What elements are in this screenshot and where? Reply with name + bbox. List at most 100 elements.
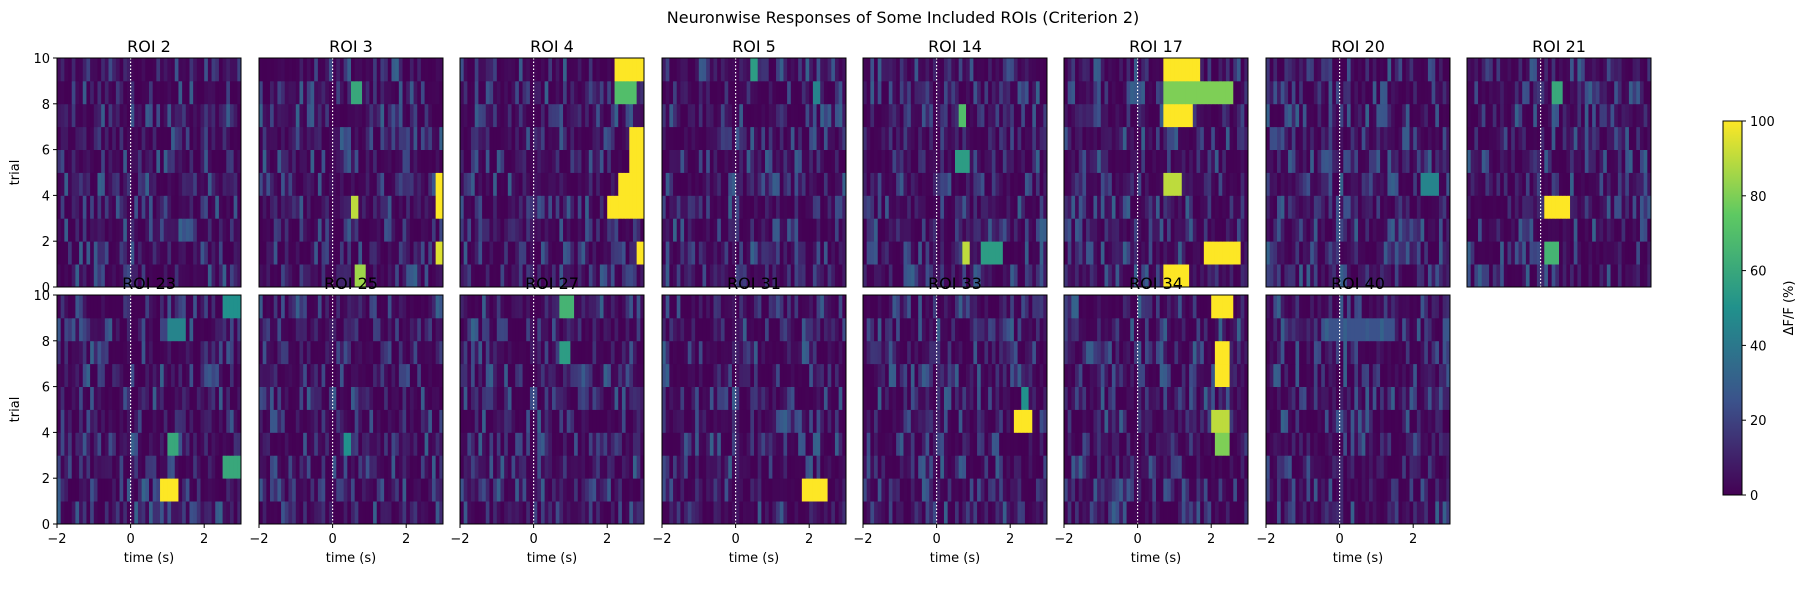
heatmap-cell: [570, 80, 575, 105]
heatmap-cell: [369, 386, 374, 410]
heatmap-cell: [226, 80, 231, 105]
heatmap-cell: [215, 363, 220, 387]
heatmap-cell: [222, 218, 227, 242]
heatmap-cell: [827, 218, 832, 242]
heatmap-cell: [380, 149, 385, 173]
heatmap-cell: [943, 195, 949, 219]
x-axis-label: time (s): [124, 551, 174, 566]
heatmap-cell: [507, 103, 512, 128]
heatmap-cell: [406, 195, 411, 219]
heatmap-cell: [413, 363, 418, 387]
heatmap-cell: [1544, 195, 1549, 219]
heatmap-cell: [1365, 126, 1370, 150]
heatmap-cell: [625, 195, 630, 219]
heatmap-cell: [925, 126, 930, 150]
heatmap-cell: [827, 126, 832, 150]
heatmap-cell: [1544, 264, 1549, 288]
heatmap-cell: [695, 126, 700, 150]
heatmap-cell: [1141, 218, 1146, 242]
heatmap-cell: [460, 241, 465, 265]
heatmap-cell: [680, 126, 685, 150]
heatmap-cell: [1427, 149, 1432, 173]
heatmap-cell: [262, 317, 267, 342]
heatmap-cell: [137, 58, 143, 82]
heatmap-cell: [820, 241, 825, 265]
heatmap-cell: [1416, 241, 1421, 265]
heatmap-cell: [610, 149, 615, 173]
heatmap-cell: [1438, 103, 1444, 128]
heatmap-cell: [295, 126, 300, 150]
heatmap-cell: [380, 241, 385, 265]
heatmap-cell: [402, 58, 407, 82]
heatmap-cell: [1174, 103, 1179, 128]
heatmap-cell: [1192, 103, 1197, 128]
heatmap-cell: [130, 58, 135, 82]
heatmap-cell: [999, 218, 1004, 242]
heatmap-cell: [816, 126, 821, 150]
heatmap-cell: [474, 80, 479, 105]
heatmap-cell: [317, 172, 322, 196]
heatmap-cell: [1229, 58, 1234, 82]
heatmap-cell: [126, 409, 131, 433]
heatmap-cell: [1119, 80, 1124, 105]
heatmap-cell: [798, 149, 803, 173]
heatmap-cell: [629, 218, 634, 242]
heatmap-cell: [1606, 58, 1611, 82]
heatmap-cell: [354, 264, 359, 288]
heatmap-cell: [1398, 58, 1403, 82]
heatmap-cell: [130, 172, 135, 196]
heatmap-cell: [1625, 218, 1630, 242]
heatmap-cell: [314, 340, 319, 365]
heatmap-cell: [665, 103, 670, 128]
heatmap-cell: [1089, 172, 1094, 196]
heatmap-cell: [809, 218, 814, 242]
heatmap-cell: [1039, 264, 1044, 288]
heatmap-cell: [1288, 195, 1293, 219]
heatmap-cell: [1420, 172, 1425, 196]
heatmap-cell: [193, 340, 198, 365]
heatmap-cell: [1273, 195, 1278, 219]
heatmap-cell: [1295, 241, 1300, 265]
heatmap-cell: [126, 126, 131, 150]
heatmap-cell: [750, 80, 755, 105]
heatmap-cell: [1346, 172, 1352, 196]
heatmap-cell: [460, 149, 465, 173]
heatmap-cell: [1595, 218, 1600, 242]
heatmap-cell: [229, 264, 235, 288]
heatmap-cell: [119, 58, 124, 82]
heatmap-cell: [137, 340, 143, 365]
heatmap-cell: [174, 386, 179, 410]
heatmap-cell: [1427, 80, 1432, 105]
heatmap-cell: [801, 103, 806, 128]
heatmap-cell: [518, 241, 523, 265]
heatmap-cell: [174, 195, 179, 219]
heatmap-cell: [362, 340, 367, 365]
heatmap-cell: [1189, 126, 1194, 150]
heatmap-cell: [284, 386, 289, 410]
heatmap-cell: [1170, 80, 1175, 105]
heatmap-cell: [720, 149, 725, 173]
heatmap-cell: [1017, 195, 1022, 219]
heatmap-cell: [1017, 241, 1022, 265]
heatmap-cell: [60, 478, 65, 502]
heatmap-cell: [270, 58, 275, 82]
heatmap-cell: [910, 195, 915, 219]
heatmap-cell: [735, 149, 740, 173]
heatmap-cell: [621, 172, 626, 196]
heatmap-cell: [1614, 103, 1619, 128]
heatmap-cell: [698, 103, 703, 128]
heatmap-cell: [373, 149, 378, 173]
heatmap-cell: [724, 241, 729, 265]
heatmap-cell: [1144, 172, 1150, 196]
heatmap-cell: [1028, 149, 1033, 173]
heatmap-cell: [1636, 195, 1641, 219]
heatmap-cell: [776, 172, 781, 196]
heatmap-cell: [317, 363, 322, 387]
heatmap-cell: [204, 317, 209, 342]
heatmap-cell: [485, 103, 490, 128]
heatmap-cell: [115, 317, 120, 342]
heatmap-cell: [1280, 80, 1285, 105]
heatmap-cell: [391, 80, 396, 105]
heatmap-cell: [1522, 264, 1527, 288]
heatmap-cell: [439, 264, 444, 288]
